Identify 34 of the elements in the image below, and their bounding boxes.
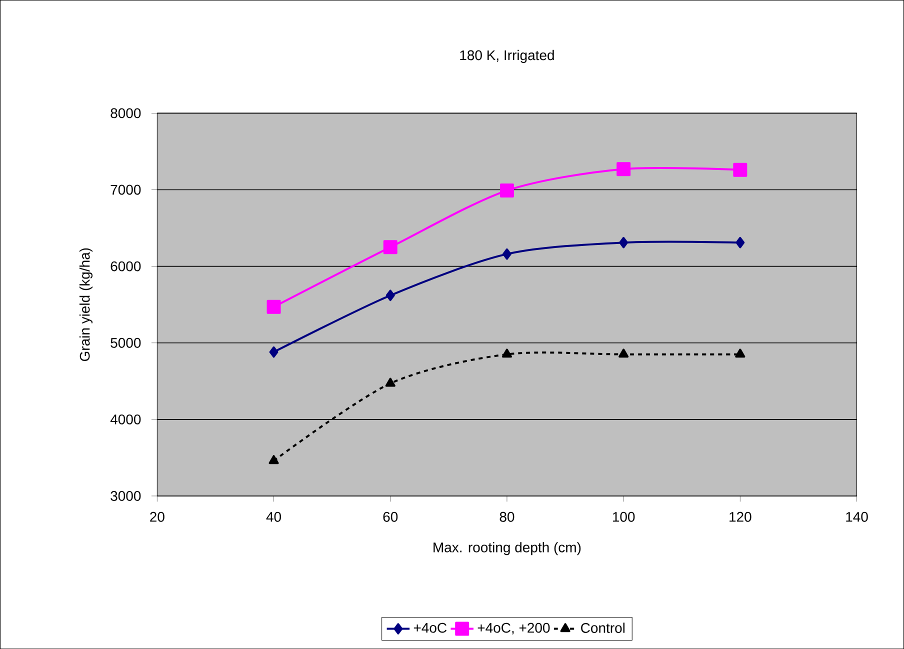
point (502, 348, 512, 358)
point (735, 348, 746, 358)
y-tick-label: 4000 (110, 414, 141, 424)
point (618, 348, 629, 358)
x-tick-label: 80 (500, 512, 514, 522)
point (269, 346, 278, 358)
point (268, 455, 279, 464)
x-tick-label: 120 (730, 512, 752, 522)
x-tick-label: 20 (150, 512, 164, 522)
point (500, 183, 514, 198)
x-axis-title: Max. rooting depth (cm) (434, 542, 581, 556)
x-tick-label: 100 (612, 512, 635, 522)
x-tick-label: 60 (383, 512, 398, 522)
point (385, 378, 396, 387)
point (386, 290, 395, 301)
y-tick-label: 7000 (110, 184, 141, 195)
point (616, 162, 631, 176)
legend-label: +4oC (414, 622, 447, 633)
point (619, 236, 628, 248)
point (736, 236, 745, 248)
x-tick-label: 140 (846, 512, 868, 522)
point (733, 162, 748, 177)
legend-label: Control (581, 622, 625, 633)
y-tick-label: 6000 (110, 261, 141, 272)
y-tick-label: 5000 (110, 338, 141, 348)
x-tick-label: 40 (266, 512, 281, 522)
y-axis-title: Grain yield (kg/ha) (79, 248, 93, 361)
y-tick-label: 8000 (110, 108, 141, 118)
point (266, 300, 281, 314)
chart-title: 180 K, Irrigated (460, 50, 554, 63)
legend-label: +4oC, +200 (478, 622, 550, 634)
point (383, 240, 398, 254)
point (502, 248, 512, 260)
y-tick-label: 3000 (110, 490, 141, 501)
